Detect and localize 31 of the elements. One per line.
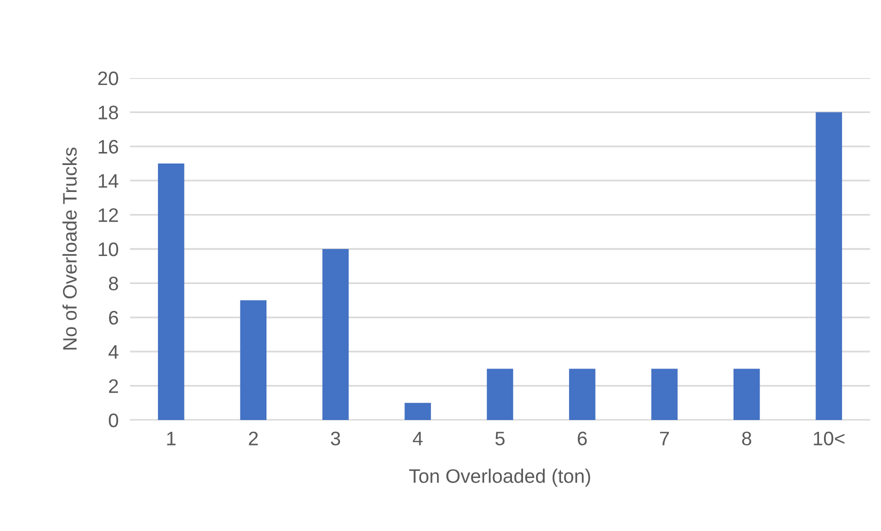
bar	[322, 249, 349, 420]
x-tick-label: 2	[248, 432, 258, 446]
x-tick-label: 5	[495, 432, 505, 446]
bar	[734, 368, 760, 420]
x-tick-label: 1	[167, 432, 176, 446]
y-tick-label: 2	[109, 379, 118, 393]
y-tick-label: 0	[108, 413, 118, 428]
y-tick-label: 8	[108, 276, 118, 290]
x-axis-title: Ton Overloaded (ton)	[409, 468, 590, 487]
x-tick-label: 4	[412, 432, 423, 446]
bar	[816, 112, 842, 420]
bar	[651, 368, 678, 420]
y-tick-label: 12	[98, 208, 118, 222]
y-tick-label: 6	[109, 310, 118, 325]
x-tick-label: 7	[660, 432, 669, 446]
y-tick-label: 16	[98, 140, 118, 154]
bar	[158, 164, 184, 420]
y-tick-label: 20	[98, 71, 118, 86]
y-axis-title: No of Overloade Trucks	[62, 148, 77, 350]
bar	[486, 368, 514, 420]
x-tick-label: 8	[742, 432, 752, 446]
x-tick-label: 10<	[814, 432, 844, 446]
x-tick-label: 6	[578, 432, 587, 446]
y-tick-label: 10	[98, 242, 118, 256]
y-tick-label: 4	[108, 345, 118, 359]
bar	[240, 300, 266, 420]
y-tick-label: 18	[98, 106, 118, 120]
bar	[569, 368, 596, 420]
bar	[404, 402, 431, 420]
y-tick-label: 14	[98, 174, 118, 188]
x-tick-label: 3	[330, 432, 340, 446]
